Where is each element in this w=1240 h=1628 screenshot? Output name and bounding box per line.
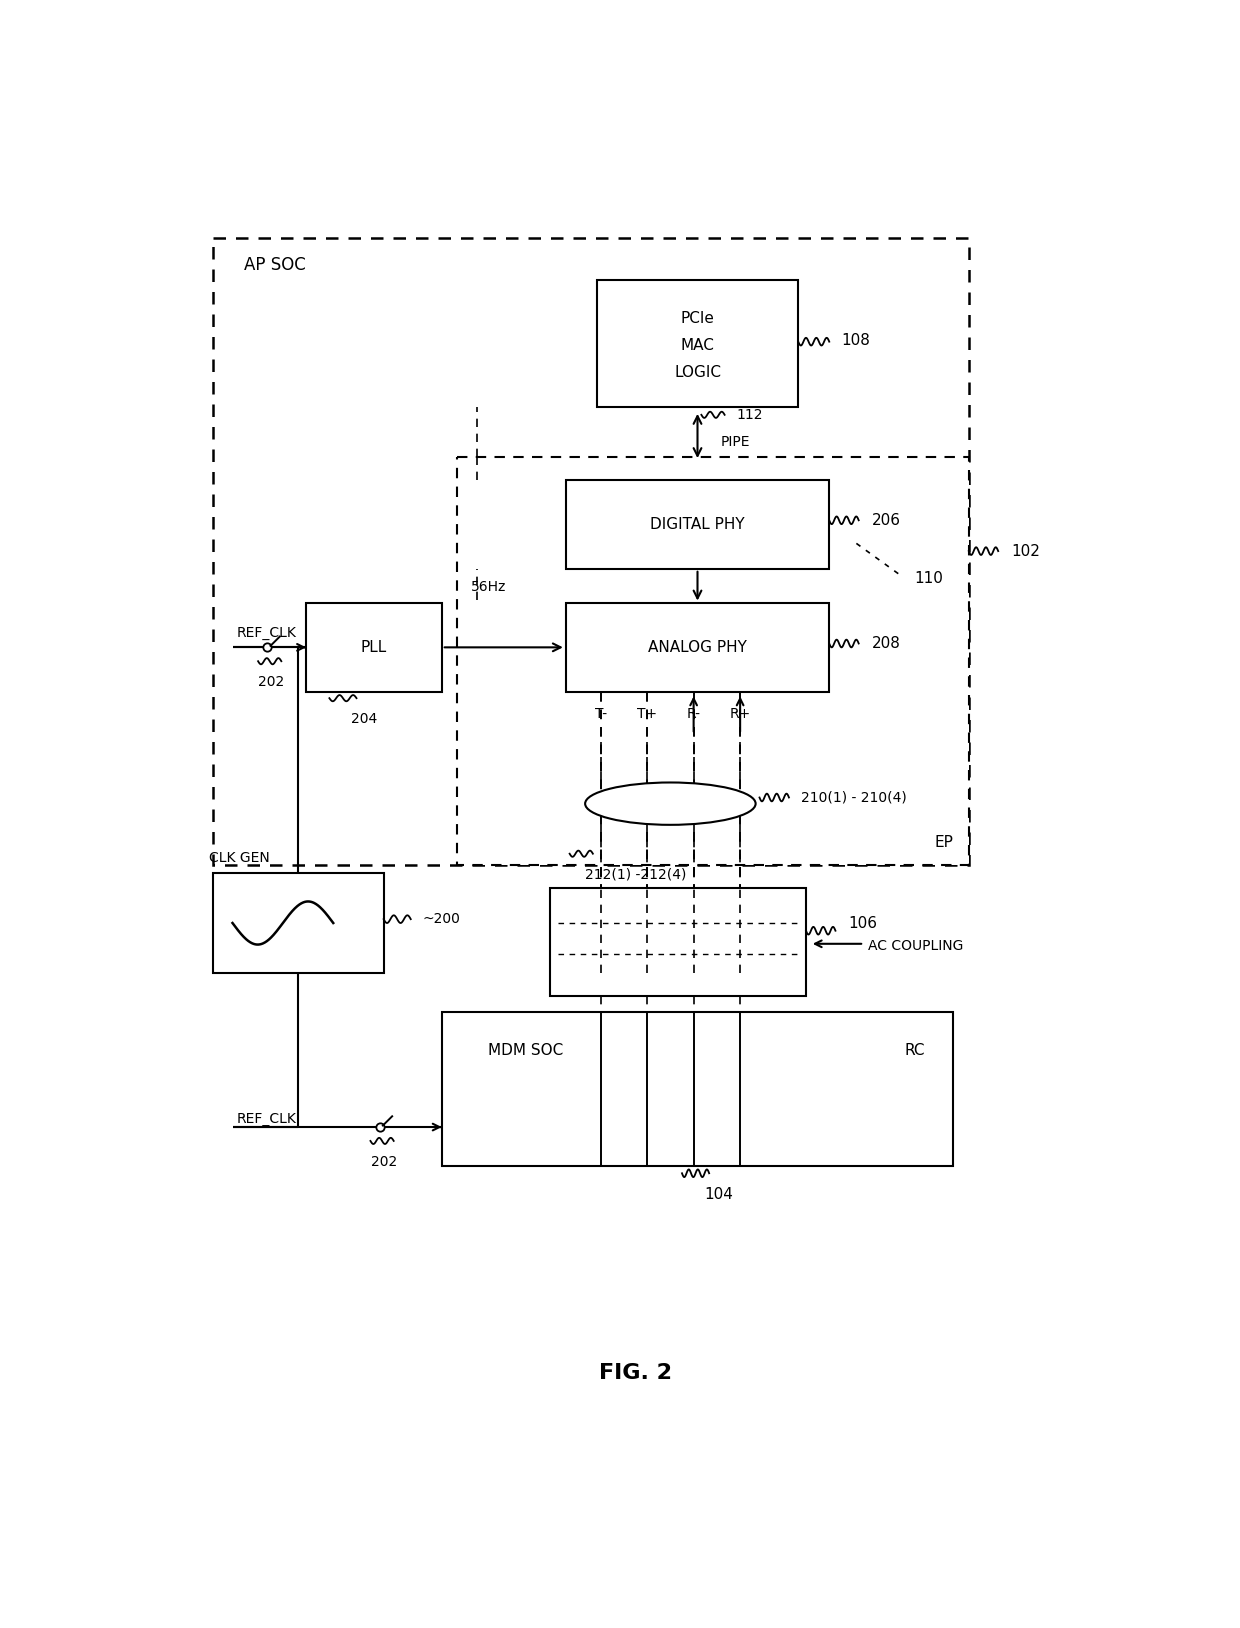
Bar [441, 1011, 954, 1166]
Text: 206: 206 [872, 513, 901, 527]
Text: R-: R- [687, 707, 701, 721]
Text: 112: 112 [737, 407, 763, 422]
Text: LOGIC: LOGIC [675, 365, 720, 379]
Text: AP SOC: AP SOC [244, 256, 306, 274]
Text: DIGITAL PHY: DIGITAL PHY [650, 516, 745, 532]
Text: MDM SOC: MDM SOC [489, 1042, 563, 1058]
Text: T+: T+ [637, 707, 657, 721]
Text: R+: R+ [729, 707, 750, 721]
Text: PLL: PLL [361, 640, 387, 654]
Bar [213, 873, 383, 974]
Bar [213, 238, 968, 864]
Ellipse shape [585, 783, 755, 825]
Text: 212(1) -212(4): 212(1) -212(4) [585, 868, 687, 881]
Text: RC: RC [904, 1042, 925, 1058]
Text: 208: 208 [872, 637, 900, 651]
Text: REF_CLK: REF_CLK [237, 1112, 296, 1127]
Text: PIPE: PIPE [720, 435, 750, 449]
Text: 210(1) - 210(4): 210(1) - 210(4) [801, 791, 906, 804]
Text: PCIe: PCIe [681, 311, 714, 326]
Text: ~200: ~200 [423, 912, 460, 926]
Text: MAC: MAC [681, 339, 714, 353]
Bar [565, 604, 830, 692]
Text: FIG. 2: FIG. 2 [599, 1364, 672, 1384]
Text: T-: T- [594, 707, 606, 721]
Bar [596, 280, 799, 407]
Text: 108: 108 [841, 332, 869, 348]
Bar [306, 604, 441, 692]
Text: 106: 106 [848, 915, 878, 931]
Text: EP: EP [935, 835, 954, 850]
Text: ANALOG PHY: ANALOG PHY [649, 640, 746, 654]
Text: 104: 104 [704, 1187, 734, 1203]
Bar [565, 480, 830, 568]
Text: CLK GEN: CLK GEN [210, 850, 270, 864]
Bar [551, 889, 806, 996]
Text: 202: 202 [371, 1154, 397, 1169]
Text: 202: 202 [258, 676, 284, 689]
Text: AC COUPLING: AC COUPLING [868, 939, 963, 952]
Bar [458, 457, 968, 864]
Text: 102: 102 [1012, 544, 1040, 558]
Text: 56Hz: 56Hz [470, 580, 506, 594]
Text: 204: 204 [351, 711, 377, 726]
Text: REF_CLK: REF_CLK [237, 627, 296, 640]
Text: 110: 110 [915, 570, 944, 586]
